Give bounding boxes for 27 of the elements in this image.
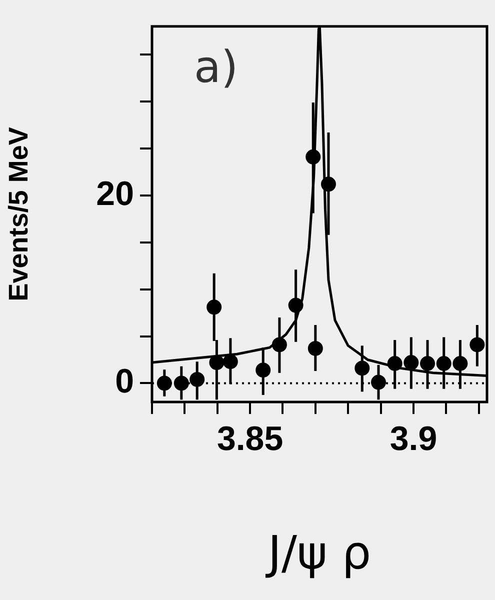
point bbox=[370, 374, 386, 390]
point bbox=[206, 300, 222, 315]
point bbox=[404, 355, 419, 370]
x-axis-title: J/ψ ρ bbox=[264, 525, 372, 580]
point bbox=[272, 337, 287, 352]
point bbox=[156, 376, 172, 391]
point bbox=[420, 356, 436, 371]
y-tick-label: 0 bbox=[115, 362, 134, 401]
x-tick-label: 3.85 bbox=[216, 420, 284, 458]
point bbox=[320, 176, 336, 192]
point bbox=[436, 356, 452, 371]
x-tick-label: 3.9 bbox=[390, 420, 438, 458]
point bbox=[174, 376, 189, 391]
annotation: a) bbox=[194, 42, 238, 93]
point bbox=[308, 340, 323, 356]
y-tick-label: 20 bbox=[96, 174, 134, 213]
point bbox=[222, 354, 238, 370]
point bbox=[256, 362, 271, 378]
point bbox=[190, 372, 205, 387]
point bbox=[209, 355, 224, 370]
point bbox=[452, 356, 468, 371]
point bbox=[306, 149, 321, 164]
point bbox=[470, 337, 485, 352]
point bbox=[387, 356, 402, 371]
point bbox=[288, 298, 304, 313]
point bbox=[354, 360, 370, 376]
y-axis-title: Events/5 MeV bbox=[4, 127, 34, 302]
